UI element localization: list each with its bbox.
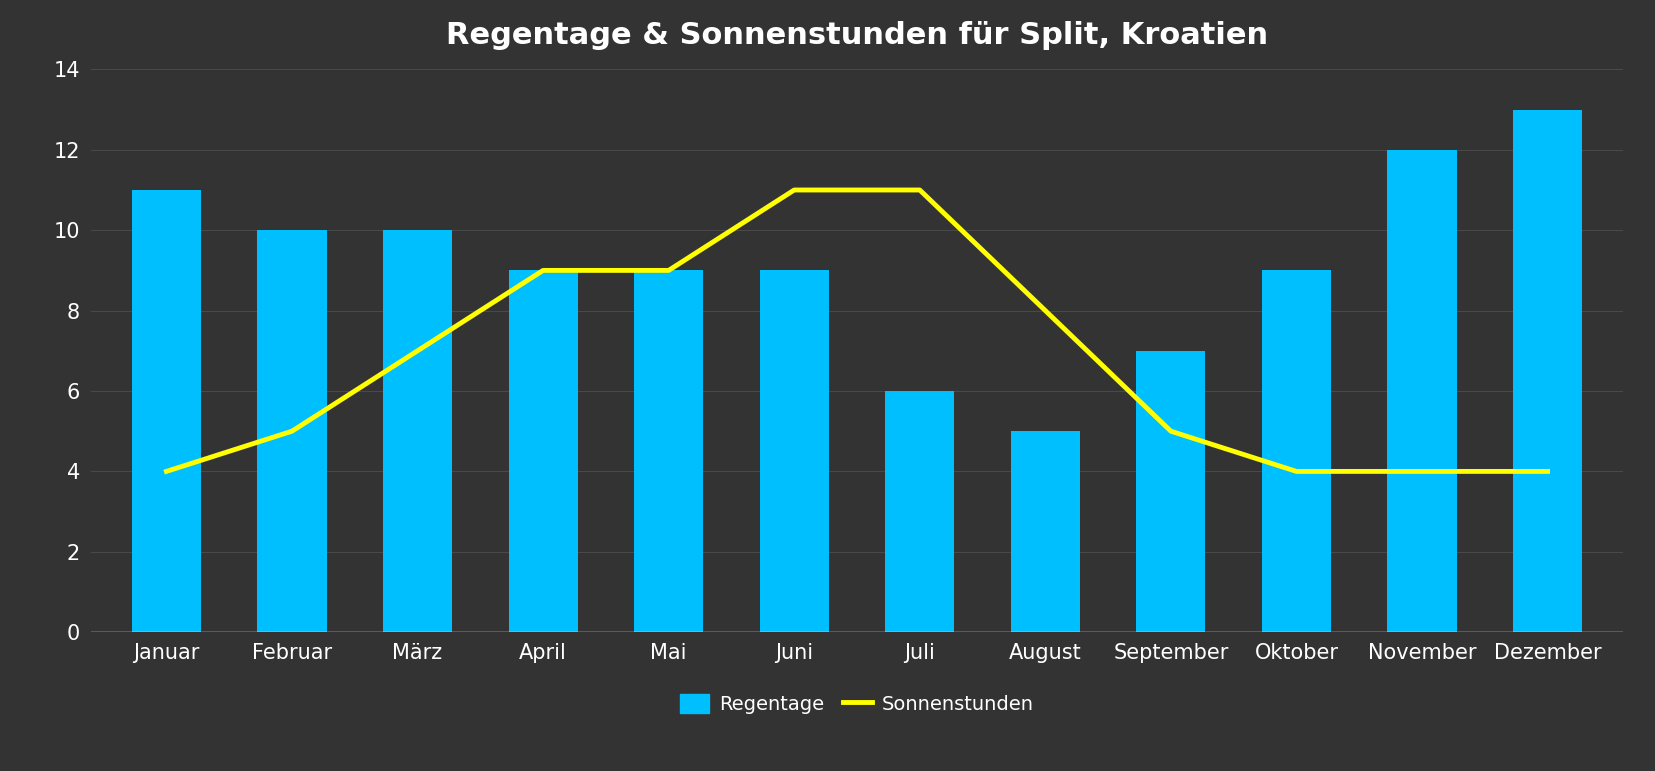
Bar (1513, 109, 1581, 632)
Title: Regentage & Sonnenstunden für Split, Kroatien: Regentage & Sonnenstunden für Split, Kro… (445, 22, 1268, 50)
Bar (1261, 271, 1331, 632)
Bar (132, 190, 200, 632)
Bar (885, 391, 953, 632)
Bar (1135, 351, 1205, 632)
Bar (257, 231, 326, 632)
Bar (508, 271, 578, 632)
Bar (760, 271, 828, 632)
Legend: Regentage, Sonnenstunden: Regentage, Sonnenstunden (670, 684, 1043, 724)
Bar (382, 231, 452, 632)
Bar (1387, 150, 1456, 632)
Bar (1010, 431, 1079, 632)
Bar (634, 271, 703, 632)
